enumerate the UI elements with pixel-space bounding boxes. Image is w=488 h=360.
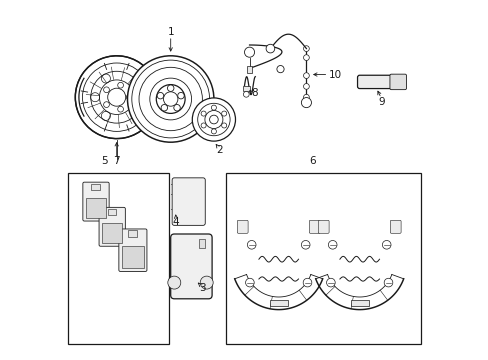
Text: 10: 10 xyxy=(328,69,342,80)
Circle shape xyxy=(103,87,109,93)
FancyBboxPatch shape xyxy=(170,234,212,299)
Circle shape xyxy=(167,276,181,289)
Circle shape xyxy=(157,93,163,99)
Bar xyxy=(269,300,287,306)
Circle shape xyxy=(211,105,216,110)
Circle shape xyxy=(221,111,226,116)
Text: 6: 6 xyxy=(309,156,316,166)
FancyBboxPatch shape xyxy=(99,207,125,246)
FancyBboxPatch shape xyxy=(357,75,393,89)
Circle shape xyxy=(303,278,311,287)
Text: 1: 1 xyxy=(167,27,174,37)
Circle shape xyxy=(384,278,392,287)
FancyBboxPatch shape xyxy=(318,220,328,233)
Circle shape xyxy=(221,123,226,128)
Bar xyxy=(91,184,99,190)
Circle shape xyxy=(243,91,249,97)
Circle shape xyxy=(107,88,125,106)
Bar xyxy=(226,173,420,344)
Text: 8: 8 xyxy=(250,88,257,98)
Text: 7: 7 xyxy=(113,156,120,166)
FancyBboxPatch shape xyxy=(389,74,406,90)
Circle shape xyxy=(149,78,191,120)
Bar xyxy=(107,209,116,215)
Circle shape xyxy=(118,106,123,112)
Circle shape xyxy=(301,240,309,249)
Circle shape xyxy=(303,94,309,100)
Circle shape xyxy=(103,102,109,108)
Circle shape xyxy=(244,47,254,57)
FancyBboxPatch shape xyxy=(119,229,146,271)
Bar xyxy=(68,173,168,344)
Circle shape xyxy=(303,84,309,89)
Text: 3: 3 xyxy=(199,283,205,293)
FancyBboxPatch shape xyxy=(172,178,205,225)
Text: 4: 4 xyxy=(172,217,179,228)
Bar xyxy=(350,300,368,306)
Circle shape xyxy=(301,98,311,108)
Circle shape xyxy=(177,93,184,99)
Circle shape xyxy=(118,82,123,88)
Circle shape xyxy=(173,104,180,111)
Circle shape xyxy=(75,56,158,139)
Circle shape xyxy=(91,71,142,123)
Circle shape xyxy=(126,94,132,100)
Circle shape xyxy=(211,129,216,134)
FancyBboxPatch shape xyxy=(309,220,320,233)
Circle shape xyxy=(156,85,185,113)
Circle shape xyxy=(265,44,274,53)
Circle shape xyxy=(201,111,206,116)
Circle shape xyxy=(139,67,202,131)
Bar xyxy=(122,246,143,268)
Circle shape xyxy=(382,240,390,249)
Bar xyxy=(247,66,251,73)
Circle shape xyxy=(201,123,206,128)
Circle shape xyxy=(127,56,213,142)
Circle shape xyxy=(303,46,309,51)
FancyBboxPatch shape xyxy=(237,220,247,233)
Bar xyxy=(199,239,204,248)
Circle shape xyxy=(245,278,254,287)
Circle shape xyxy=(163,92,178,106)
Circle shape xyxy=(167,85,174,91)
Bar xyxy=(243,86,249,91)
Circle shape xyxy=(204,111,223,129)
Circle shape xyxy=(200,276,213,289)
FancyBboxPatch shape xyxy=(389,220,400,233)
Circle shape xyxy=(185,263,199,277)
Circle shape xyxy=(276,66,284,73)
Circle shape xyxy=(209,115,218,124)
Circle shape xyxy=(192,98,235,141)
Circle shape xyxy=(303,73,309,78)
FancyBboxPatch shape xyxy=(82,182,109,221)
Circle shape xyxy=(99,80,134,114)
Bar xyxy=(127,230,137,237)
Circle shape xyxy=(247,240,256,249)
Circle shape xyxy=(303,55,309,60)
Text: 2: 2 xyxy=(216,145,223,156)
Text: 9: 9 xyxy=(377,96,384,107)
Text: 5: 5 xyxy=(101,156,107,166)
Bar xyxy=(86,198,106,218)
Circle shape xyxy=(326,278,335,287)
Circle shape xyxy=(328,240,336,249)
Circle shape xyxy=(179,257,204,283)
Circle shape xyxy=(161,104,167,111)
Bar xyxy=(102,223,122,243)
